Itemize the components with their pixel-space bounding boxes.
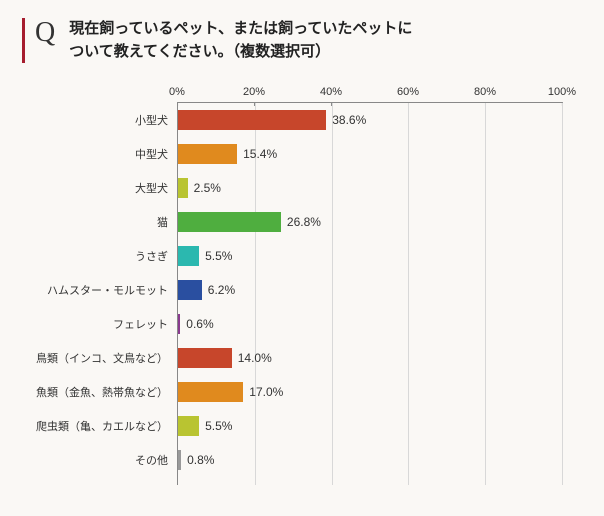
bar-row: 爬虫類（亀、カエルなど）5.5% xyxy=(178,409,562,443)
value-label: 0.6% xyxy=(186,317,213,331)
x-tick: 60% xyxy=(397,86,419,102)
value-label: 38.6% xyxy=(332,113,366,127)
bar xyxy=(178,348,232,368)
x-axis: 0%20%40%60%80%100% xyxy=(177,83,562,103)
bar xyxy=(178,144,237,164)
bar xyxy=(178,178,188,198)
title-line-2: ついて教えてください。（複数選択可） xyxy=(69,43,330,60)
value-label: 15.4% xyxy=(243,147,277,161)
bar xyxy=(178,314,180,334)
category-label: フェレット xyxy=(113,316,178,332)
value-label: 0.8% xyxy=(187,453,214,467)
bar xyxy=(178,212,281,232)
x-tick: 80% xyxy=(474,86,496,102)
x-tick: 20% xyxy=(243,86,265,102)
value-label: 2.5% xyxy=(194,181,221,195)
value-label: 14.0% xyxy=(238,351,272,365)
plot-area: 小型犬38.6%中型犬15.4%大型犬2.5%猫26.8%うさぎ5.5%ハムスタ… xyxy=(177,103,562,485)
category-label: その他 xyxy=(135,452,178,468)
bar xyxy=(178,382,243,402)
category-label: 猫 xyxy=(157,214,178,230)
gridline xyxy=(562,103,563,485)
bar-row: 鳥類（インコ、文鳥など）14.0% xyxy=(178,341,562,375)
bar xyxy=(178,416,199,436)
bar xyxy=(178,110,326,130)
bar-row: 魚類（金魚、熱帯魚など）17.0% xyxy=(178,375,562,409)
x-tick: 0% xyxy=(169,86,185,102)
value-label: 17.0% xyxy=(249,385,283,399)
value-label: 26.8% xyxy=(287,215,321,229)
category-label: 魚類（金魚、熱帯魚など） xyxy=(36,384,178,400)
bar xyxy=(178,450,181,470)
category-label: 鳥類（インコ、文鳥など） xyxy=(36,350,178,366)
category-label: 小型犬 xyxy=(135,112,178,128)
x-tick: 100% xyxy=(548,86,576,102)
bar-row: 小型犬38.6% xyxy=(178,103,562,137)
value-label: 5.5% xyxy=(205,249,232,263)
category-label: 大型犬 xyxy=(135,180,178,196)
category-label: うさぎ xyxy=(135,248,178,264)
category-label: 爬虫類（亀、カエルなど） xyxy=(36,418,178,434)
value-label: 5.5% xyxy=(205,419,232,433)
bar-row: ハムスター・モルモット6.2% xyxy=(178,273,562,307)
bar-row: 大型犬2.5% xyxy=(178,171,562,205)
value-label: 6.2% xyxy=(208,283,235,297)
bar-row: 中型犬15.4% xyxy=(178,137,562,171)
chart-area: 0%20%40%60%80%100% 小型犬38.6%中型犬15.4%大型犬2.… xyxy=(177,83,562,485)
bar xyxy=(178,246,199,266)
bar-row: その他0.8% xyxy=(178,443,562,477)
question-header: Q 現在飼っているペット、または飼っていたペットに ついて教えてください。（複数… xyxy=(22,18,582,63)
question-title: 現在飼っているペット、または飼っていたペットに ついて教えてください。（複数選択… xyxy=(69,18,412,63)
bar xyxy=(178,280,202,300)
x-tick: 40% xyxy=(320,86,342,102)
category-label: ハムスター・モルモット xyxy=(47,282,178,298)
bar-row: うさぎ5.5% xyxy=(178,239,562,273)
q-letter-icon: Q xyxy=(35,18,55,49)
title-line-1: 現在飼っているペット、または飼っていたペットに xyxy=(69,20,412,37)
category-label: 中型犬 xyxy=(135,146,178,162)
bar-row: フェレット0.6% xyxy=(178,307,562,341)
bar-row: 猫26.8% xyxy=(178,205,562,239)
